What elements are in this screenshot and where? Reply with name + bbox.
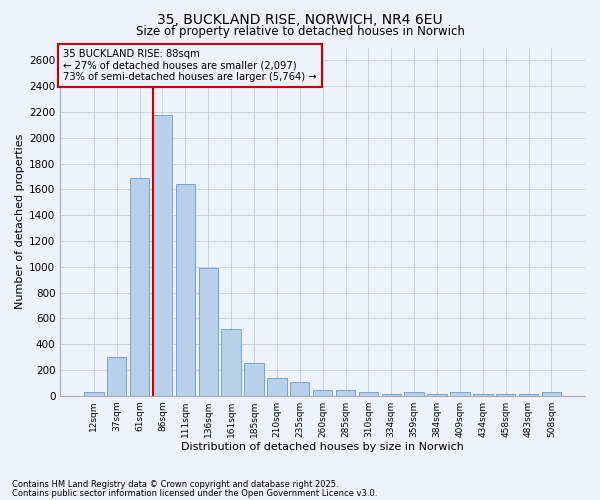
Bar bbox=[290, 382, 310, 396]
Bar bbox=[199, 268, 218, 396]
Bar bbox=[107, 357, 127, 396]
Bar bbox=[427, 394, 447, 396]
Text: Size of property relative to detached houses in Norwich: Size of property relative to detached ho… bbox=[136, 25, 464, 38]
Y-axis label: Number of detached properties: Number of detached properties bbox=[15, 134, 25, 310]
Bar bbox=[496, 394, 515, 396]
Bar bbox=[313, 390, 332, 396]
Bar bbox=[84, 392, 104, 396]
Bar bbox=[130, 178, 149, 396]
Bar bbox=[519, 394, 538, 396]
Bar bbox=[336, 390, 355, 396]
Bar bbox=[221, 330, 241, 396]
Bar bbox=[244, 364, 264, 396]
Text: Contains HM Land Registry data © Crown copyright and database right 2025.: Contains HM Land Registry data © Crown c… bbox=[12, 480, 338, 489]
Bar bbox=[382, 394, 401, 396]
Bar bbox=[359, 392, 378, 396]
Bar bbox=[450, 392, 470, 396]
Bar bbox=[153, 115, 172, 396]
Bar bbox=[542, 392, 561, 396]
Bar bbox=[176, 184, 195, 396]
X-axis label: Distribution of detached houses by size in Norwich: Distribution of detached houses by size … bbox=[181, 442, 464, 452]
Bar bbox=[404, 392, 424, 396]
Text: Contains public sector information licensed under the Open Government Licence v3: Contains public sector information licen… bbox=[12, 488, 377, 498]
Text: 35 BUCKLAND RISE: 88sqm
← 27% of detached houses are smaller (2,097)
73% of semi: 35 BUCKLAND RISE: 88sqm ← 27% of detache… bbox=[63, 49, 317, 82]
Text: 35, BUCKLAND RISE, NORWICH, NR4 6EU: 35, BUCKLAND RISE, NORWICH, NR4 6EU bbox=[157, 12, 443, 26]
Bar bbox=[473, 394, 493, 396]
Bar bbox=[267, 378, 287, 396]
